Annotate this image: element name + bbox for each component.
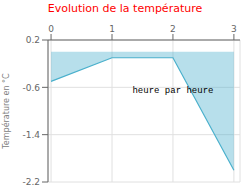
- svg-text:1: 1: [109, 24, 115, 34]
- html-text:Evolution de la température: Evolution de la température: [47, 2, 203, 15]
- svg-text:-1.4: -1.4: [22, 130, 40, 140]
- svg-text:-0.6: -0.6: [22, 83, 40, 93]
- svg-text:Température en °C: Température en °C: [8, 73, 11, 150]
- svg-text:2: 2: [170, 24, 176, 34]
- svg-text:3: 3: [231, 24, 237, 34]
- svg-text:-2.2: -2.2: [22, 177, 40, 187]
- svg-text:0: 0: [48, 24, 54, 34]
- svg-text:0.2: 0.2: [26, 35, 40, 45]
- svg-text:heure par heure: heure par heure: [132, 86, 213, 96]
